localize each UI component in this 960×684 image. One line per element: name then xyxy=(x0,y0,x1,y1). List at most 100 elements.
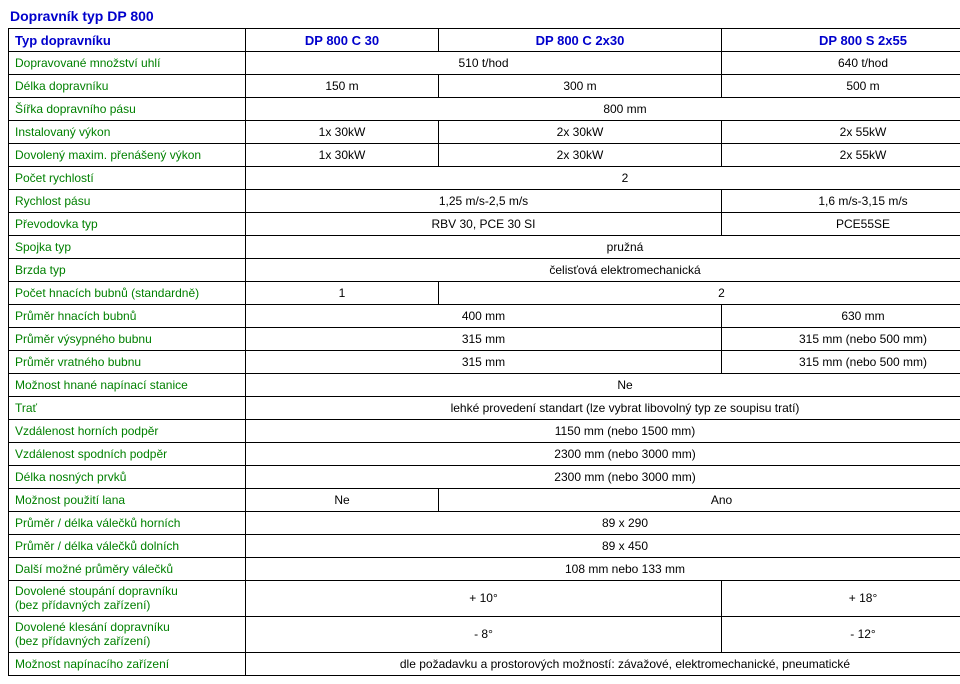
row-val-c: 630 mm xyxy=(722,305,960,328)
table-row: Průměr vratného bubnu315 mm315 mm (nebo … xyxy=(9,351,960,374)
table-row: Délka dopravníku150 m300 m500 m xyxy=(9,75,960,98)
row-label: Průměr vratného bubnu xyxy=(9,351,246,374)
row-label: Počet hnacích bubnů (standardně) xyxy=(9,282,246,305)
table-row: Počet rychlostí2 xyxy=(9,167,960,190)
row-val-a: 1x 30kW xyxy=(246,121,439,144)
row-val-ab: 510 t/hod xyxy=(246,52,722,75)
page-title: Dopravník typ DP 800 xyxy=(10,8,952,24)
table-row: Počet hnacích bubnů (standardně)12 xyxy=(9,282,960,305)
row-label: Vzdálenost spodních podpěr xyxy=(9,443,246,466)
row-label: Dovolené klesání dopravníku(bez přídavný… xyxy=(9,616,246,652)
row-val-abc: 2300 mm (nebo 3000 mm) xyxy=(246,443,960,466)
row-val-ab: 315 mm xyxy=(246,328,722,351)
row-val-abc: 1150 mm (nebo 1500 mm) xyxy=(246,420,960,443)
row-label: Dovolené stoupání dopravníku(bez přídavn… xyxy=(9,581,246,617)
row-label: Trať xyxy=(9,397,246,420)
row-val-a: Ne xyxy=(246,489,439,512)
row-val-c: 1,6 m/s-3,15 m/s xyxy=(722,190,960,213)
header-col-a: DP 800 C 30 xyxy=(246,29,439,52)
row-label: Spojka typ xyxy=(9,236,246,259)
row-val-b: 300 m xyxy=(439,75,722,98)
row-val-c: PCE55SE xyxy=(722,213,960,236)
row-label: Délka nosných prvků xyxy=(9,466,246,489)
row-val-abc: 2300 mm (nebo 3000 mm) xyxy=(246,466,960,489)
row-val-ab: 1,25 m/s-2,5 m/s xyxy=(246,190,722,213)
row-label: Další možné průměry válečků xyxy=(9,558,246,581)
header-col-c: DP 800 S 2x55 xyxy=(722,29,960,52)
row-val-b: 2x 30kW xyxy=(439,121,722,144)
row-val-c: 2x 55kW xyxy=(722,144,960,167)
table-row: Brzda typčelisťová elektromechanická xyxy=(9,259,960,282)
row-label: Vzdálenost horních podpěr xyxy=(9,420,246,443)
table-row: Průměr výsypného bubnu315 mm315 mm (nebo… xyxy=(9,328,960,351)
row-val-ab: RBV 30, PCE 30 SI xyxy=(246,213,722,236)
row-val-ab: - 8° xyxy=(246,616,722,652)
row-val-abc: pružná xyxy=(246,236,960,259)
table-row: Další možné průměry válečků108 mm nebo 1… xyxy=(9,558,960,581)
table-header-row: Typ dopravníkuDP 800 C 30DP 800 C 2x30DP… xyxy=(9,29,960,52)
row-label: Brzda typ xyxy=(9,259,246,282)
row-label: Možnost napínacího zařízení xyxy=(9,652,246,675)
table-row: Rychlost pásu1,25 m/s-2,5 m/s1,6 m/s-3,1… xyxy=(9,190,960,213)
spec-table: Typ dopravníkuDP 800 C 30DP 800 C 2x30DP… xyxy=(8,28,960,676)
row-val-abc: dle požadavku a prostorových možností: z… xyxy=(246,652,960,675)
row-val-a: 1 xyxy=(246,282,439,305)
row-val-a: 150 m xyxy=(246,75,439,98)
table-row: Průměr / délka válečků horních89 x 290 xyxy=(9,512,960,535)
row-val-abc: čelisťová elektromechanická xyxy=(246,259,960,282)
row-label: Průměr / délka válečků horních xyxy=(9,512,246,535)
table-row: Šířka dopravního pásu800 mm xyxy=(9,98,960,121)
row-label: Dopravované množství uhlí xyxy=(9,52,246,75)
row-val-b: 2x 30kW xyxy=(439,144,722,167)
row-val-c: 315 mm (nebo 500 mm) xyxy=(722,351,960,374)
row-val-abc: 89 x 290 xyxy=(246,512,960,535)
header-col-b: DP 800 C 2x30 xyxy=(439,29,722,52)
table-row: Možnost použití lanaNeAno xyxy=(9,489,960,512)
row-val-c: + 18° xyxy=(722,581,960,617)
row-label: Převodovka typ xyxy=(9,213,246,236)
row-label: Šířka dopravního pásu xyxy=(9,98,246,121)
row-val-abc: Ne xyxy=(246,374,960,397)
table-row: Instalovaný výkon1x 30kW2x 30kW2x 55kW xyxy=(9,121,960,144)
row-val-ab: + 10° xyxy=(246,581,722,617)
row-val-abc: 2 xyxy=(246,167,960,190)
table-row: Dovolené klesání dopravníku(bez přídavný… xyxy=(9,616,960,652)
table-row: Vzdálenost horních podpěr1150 mm (nebo 1… xyxy=(9,420,960,443)
row-label: Délka dopravníku xyxy=(9,75,246,98)
table-row: Možnost hnané napínací staniceNe xyxy=(9,374,960,397)
row-label: Možnost použití lana xyxy=(9,489,246,512)
row-val-c: - 12° xyxy=(722,616,960,652)
row-val-bc: Ano xyxy=(439,489,960,512)
row-label: Průměr hnacích bubnů xyxy=(9,305,246,328)
row-label: Průměr výsypného bubnu xyxy=(9,328,246,351)
table-row: Možnost napínacího zařízenídle požadavku… xyxy=(9,652,960,675)
row-val-c: 315 mm (nebo 500 mm) xyxy=(722,328,960,351)
table-row: Traťlehké provedení standart (lze vybrat… xyxy=(9,397,960,420)
row-label: Průměr / délka válečků dolních xyxy=(9,535,246,558)
table-row: Spojka typpružná xyxy=(9,236,960,259)
row-val-bc: 2 xyxy=(439,282,960,305)
row-val-abc: lehké provedení standart (lze vybrat lib… xyxy=(246,397,960,420)
row-val-ab: 400 mm xyxy=(246,305,722,328)
table-row: Vzdálenost spodních podpěr2300 mm (nebo … xyxy=(9,443,960,466)
row-val-c: 2x 55kW xyxy=(722,121,960,144)
row-label: Počet rychlostí xyxy=(9,167,246,190)
header-label: Typ dopravníku xyxy=(9,29,246,52)
row-val-ab: 315 mm xyxy=(246,351,722,374)
table-row: Délka nosných prvků2300 mm (nebo 3000 mm… xyxy=(9,466,960,489)
table-row: Dovolené stoupání dopravníku(bez přídavn… xyxy=(9,581,960,617)
table-row: Převodovka typRBV 30, PCE 30 SIPCE55SE xyxy=(9,213,960,236)
row-val-abc: 108 mm nebo 133 mm xyxy=(246,558,960,581)
row-label: Rychlost pásu xyxy=(9,190,246,213)
row-val-abc: 89 x 450 xyxy=(246,535,960,558)
row-label: Dovolený maxim. přenášený výkon xyxy=(9,144,246,167)
table-row: Dopravované množství uhlí510 t/hod640 t/… xyxy=(9,52,960,75)
row-label: Možnost hnané napínací stanice xyxy=(9,374,246,397)
table-row: Průměr hnacích bubnů400 mm630 mm xyxy=(9,305,960,328)
table-row: Dovolený maxim. přenášený výkon1x 30kW2x… xyxy=(9,144,960,167)
table-row: Průměr / délka válečků dolních89 x 450 xyxy=(9,535,960,558)
row-val-a: 1x 30kW xyxy=(246,144,439,167)
row-val-c: 640 t/hod xyxy=(722,52,960,75)
row-label: Instalovaný výkon xyxy=(9,121,246,144)
row-val-abc: 800 mm xyxy=(246,98,960,121)
